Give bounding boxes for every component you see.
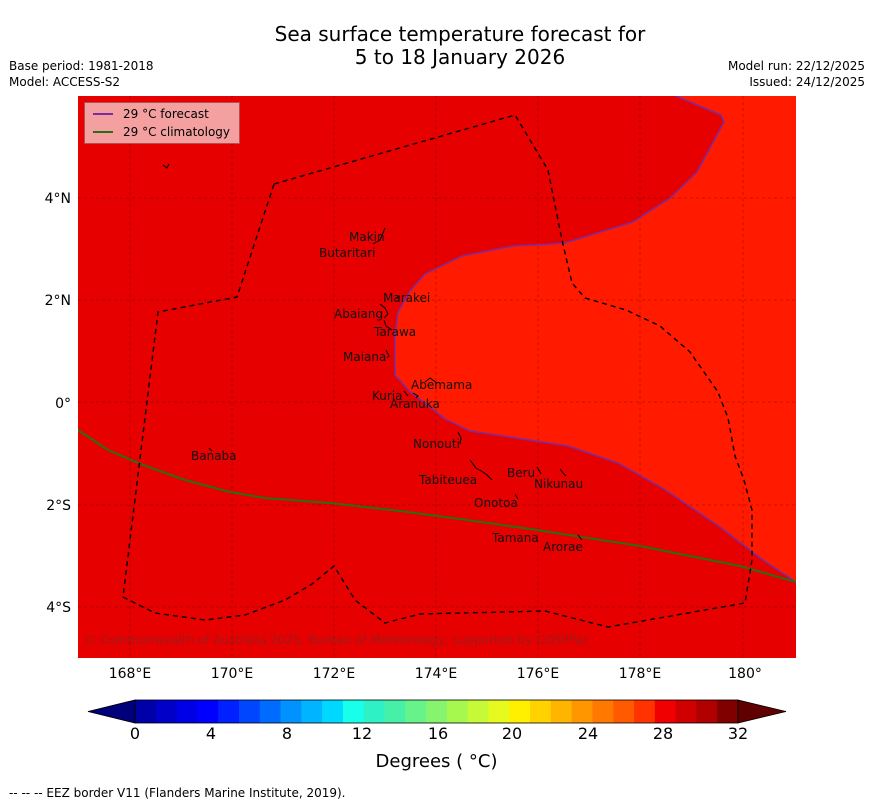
forecast-line-swatch xyxy=(93,113,113,115)
island-label-banaba: Banaba xyxy=(191,449,237,463)
colorbar-segment xyxy=(426,700,448,723)
colorbar-label: Degrees ( °C) xyxy=(375,751,498,772)
island-label-nonouti: Nonouti xyxy=(413,437,460,451)
lon-label-178e: 178°E xyxy=(619,666,662,682)
model-name: Model: ACCESS-S2 xyxy=(9,75,121,89)
colorbar xyxy=(87,699,787,724)
lon-label-172e: 172°E xyxy=(313,666,356,682)
chart-title-line-2: 5 to 18 January 2026 xyxy=(354,45,566,69)
colorbar-segment xyxy=(675,700,697,723)
island-label-aranuka: Aranuka xyxy=(390,397,440,411)
colorbar-segment xyxy=(176,700,198,723)
colorbar-segment xyxy=(218,700,240,723)
lat-label-2n: 2°N xyxy=(45,293,71,309)
legend-climatology-label: 29 °C climatology xyxy=(123,125,231,139)
lon-label-176e: 176°E xyxy=(517,666,560,682)
colorbar-segment xyxy=(135,700,157,723)
colorbar-segment xyxy=(446,700,469,723)
legend-forecast-label: 29 °C forecast xyxy=(123,107,209,121)
island-label-makin: Makin xyxy=(349,230,385,244)
island-labels: Makin Butaritari Marakei Abaiang Tarawa … xyxy=(191,230,583,554)
sst-30-31-region xyxy=(395,96,796,582)
colorbar-segment xyxy=(696,700,718,723)
colorbar-tick-8: 8 xyxy=(281,724,293,743)
colorbar-segment xyxy=(654,700,677,723)
grid-lines xyxy=(78,96,796,658)
eez-border xyxy=(122,114,753,628)
island-label-onotoa: Onotoa xyxy=(474,496,518,510)
island-label-abaiang: Abaiang xyxy=(334,307,383,321)
longitude-labels: 168°E 170°E 172°E 174°E 176°E 178°E 180° xyxy=(109,666,762,682)
island-label-nikunau: Nikunau xyxy=(534,477,583,491)
colorbar-segment xyxy=(155,700,177,723)
colorbar-segment xyxy=(717,700,739,723)
colorbar-under-arrow xyxy=(87,699,136,724)
colorbar-tick-0: 0 xyxy=(129,724,141,743)
colorbar-segment xyxy=(197,700,219,723)
island-label-tarawa: Tarawa xyxy=(373,325,416,339)
colorbar-segment xyxy=(509,700,531,723)
eez-footnote: -- -- -- EEZ border V11 (Flanders Marine… xyxy=(9,786,346,800)
colorbar-tick-32: 32 xyxy=(727,724,749,743)
colorbar-segment xyxy=(384,700,406,723)
lat-label-4s: 4°S xyxy=(46,600,71,616)
colorbar-frame xyxy=(134,699,739,724)
island-outlines xyxy=(162,163,583,541)
colorbar-segment xyxy=(550,700,573,723)
island-label-tabiteuea: Tabiteuea xyxy=(418,473,477,487)
colorbar-tick-24: 24 xyxy=(577,724,599,743)
colorbar-tick-12: 12 xyxy=(351,724,373,743)
model-run: Model run: 22/12/2025 xyxy=(727,59,865,73)
colorbar-segment xyxy=(322,700,344,723)
island-label-maiana: Maiana xyxy=(343,350,386,364)
climatology-29c-contour xyxy=(78,429,796,583)
island-label-arorae: Arorae xyxy=(543,540,583,554)
colorbar-tick-16: 16 xyxy=(427,724,449,743)
island-label-butaritari: Butaritari xyxy=(319,246,376,260)
colorbar-segment xyxy=(467,700,489,723)
latitude-labels: 4°N 2°N 0° 2°S 4°S xyxy=(45,191,72,616)
colorbar-segment xyxy=(301,700,323,723)
lon-label-180: 180° xyxy=(728,666,762,682)
colorbar-segment xyxy=(634,700,656,723)
colorbar-segment xyxy=(488,700,510,723)
lon-label-170e: 170°E xyxy=(211,666,254,682)
colorbar-segment xyxy=(405,700,427,723)
colorbar-segment xyxy=(613,700,635,723)
lat-label-0: 0° xyxy=(55,396,71,412)
island-label-abemama: Abemama xyxy=(411,378,472,392)
lon-label-168e: 168°E xyxy=(109,666,152,682)
lat-label-4n: 4°N xyxy=(45,191,71,207)
colorbar-segment xyxy=(530,700,552,723)
climatology-line-swatch xyxy=(93,131,113,133)
colorbar-segment xyxy=(592,700,614,723)
copyright-notice: © Commonwealth of Australia 2025, Bureau… xyxy=(84,633,589,647)
island-label-marakei: Marakei xyxy=(383,291,430,305)
island-label-beru: Beru xyxy=(507,466,535,480)
legend: 29 °C forecast 29 °C climatology xyxy=(84,102,240,144)
issued-date: Issued: 24/12/2025 xyxy=(749,75,865,89)
colorbar-tick-20: 20 xyxy=(501,724,523,743)
base-period: Base period: 1981-2018 xyxy=(9,59,154,73)
colorbar-segment xyxy=(259,700,281,723)
lat-label-2s: 2°S xyxy=(46,498,71,514)
colorbar-tick-4: 4 xyxy=(205,724,217,743)
island-label-kuria: Kuria xyxy=(372,389,403,403)
colorbar-segment xyxy=(363,700,385,723)
forecast-29c-contour xyxy=(394,96,796,583)
colorbar-over-arrow xyxy=(737,699,787,724)
chart-title-line-1: Sea surface temperature forecast for xyxy=(274,22,646,46)
colorbar-segment xyxy=(571,700,593,723)
colorbar-segment xyxy=(342,700,365,723)
colorbar-tick-28: 28 xyxy=(652,724,674,743)
colorbar-segment xyxy=(280,700,302,723)
island-label-tamana: Tamana xyxy=(491,531,539,545)
lon-label-174e: 174°E xyxy=(415,666,458,682)
colorbar-segment xyxy=(238,700,261,723)
